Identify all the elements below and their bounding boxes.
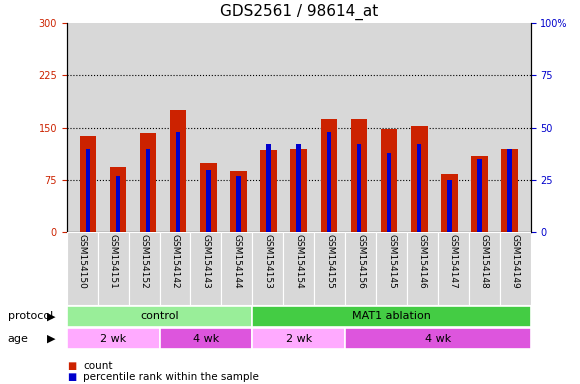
- Bar: [508, 149, 512, 232]
- Title: GDS2561 / 98614_at: GDS2561 / 98614_at: [220, 4, 378, 20]
- Bar: [200, 162, 216, 232]
- Bar: [67, 232, 97, 305]
- Text: GSM154152: GSM154152: [140, 234, 148, 288]
- Text: count: count: [83, 361, 113, 371]
- Bar: [387, 153, 392, 232]
- Bar: [160, 328, 252, 349]
- Text: GSM154145: GSM154145: [387, 234, 396, 288]
- Bar: [67, 328, 160, 349]
- Bar: [79, 136, 96, 232]
- Text: MAT1 ablation: MAT1 ablation: [352, 311, 431, 321]
- Text: ■: ■: [67, 361, 76, 371]
- Bar: [357, 144, 361, 232]
- Bar: [85, 149, 90, 232]
- Bar: [321, 119, 337, 232]
- Bar: [417, 144, 422, 232]
- Text: ▶: ▶: [47, 334, 55, 344]
- Bar: [296, 144, 301, 232]
- Bar: [441, 174, 458, 232]
- Text: GSM154154: GSM154154: [294, 234, 303, 288]
- Bar: [477, 159, 482, 232]
- Bar: [501, 149, 518, 232]
- Bar: [438, 232, 469, 305]
- Bar: [381, 129, 397, 232]
- Text: GSM154155: GSM154155: [325, 234, 334, 289]
- Bar: [260, 150, 277, 232]
- Bar: [252, 232, 283, 305]
- Text: GSM154147: GSM154147: [449, 234, 458, 288]
- Text: GSM154143: GSM154143: [201, 234, 211, 288]
- Text: ▶: ▶: [47, 311, 55, 321]
- Bar: [67, 306, 252, 327]
- Bar: [190, 232, 222, 305]
- Bar: [351, 119, 367, 232]
- Bar: [407, 232, 438, 305]
- Text: GSM154150: GSM154150: [78, 234, 86, 289]
- Text: protocol: protocol: [8, 311, 53, 321]
- Text: 4 wk: 4 wk: [193, 334, 219, 344]
- Text: GSM154142: GSM154142: [171, 234, 179, 288]
- Bar: [115, 176, 120, 232]
- Bar: [291, 149, 307, 232]
- Text: 4 wk: 4 wk: [425, 334, 451, 344]
- Bar: [266, 144, 271, 232]
- Text: ■: ■: [67, 372, 76, 382]
- Bar: [327, 132, 331, 232]
- Bar: [230, 171, 246, 232]
- Bar: [471, 156, 488, 232]
- Text: GSM154148: GSM154148: [480, 234, 489, 288]
- Bar: [447, 180, 452, 232]
- Text: age: age: [8, 334, 28, 344]
- Bar: [345, 232, 376, 305]
- Text: GSM154151: GSM154151: [108, 234, 118, 289]
- Bar: [252, 306, 531, 327]
- Bar: [206, 170, 211, 232]
- Text: GSM154156: GSM154156: [356, 234, 365, 289]
- Bar: [500, 232, 531, 305]
- Bar: [176, 132, 180, 232]
- Bar: [376, 232, 407, 305]
- Text: 2 wk: 2 wk: [100, 334, 126, 344]
- Text: percentile rank within the sample: percentile rank within the sample: [83, 372, 259, 382]
- Bar: [97, 232, 129, 305]
- Text: 2 wk: 2 wk: [285, 334, 312, 344]
- Bar: [222, 232, 252, 305]
- Bar: [110, 167, 126, 232]
- Text: GSM154149: GSM154149: [511, 234, 520, 288]
- Bar: [129, 232, 160, 305]
- Text: GSM154144: GSM154144: [233, 234, 241, 288]
- Text: GSM154146: GSM154146: [418, 234, 427, 288]
- Text: GSM154153: GSM154153: [263, 234, 272, 289]
- Text: control: control: [140, 311, 179, 321]
- Bar: [469, 232, 500, 305]
- Bar: [252, 328, 345, 349]
- Bar: [314, 232, 345, 305]
- Bar: [236, 176, 241, 232]
- Bar: [345, 328, 531, 349]
- Bar: [411, 126, 427, 232]
- Bar: [160, 232, 190, 305]
- Bar: [170, 110, 186, 232]
- Bar: [140, 133, 157, 232]
- Bar: [146, 149, 150, 232]
- Bar: [283, 232, 314, 305]
